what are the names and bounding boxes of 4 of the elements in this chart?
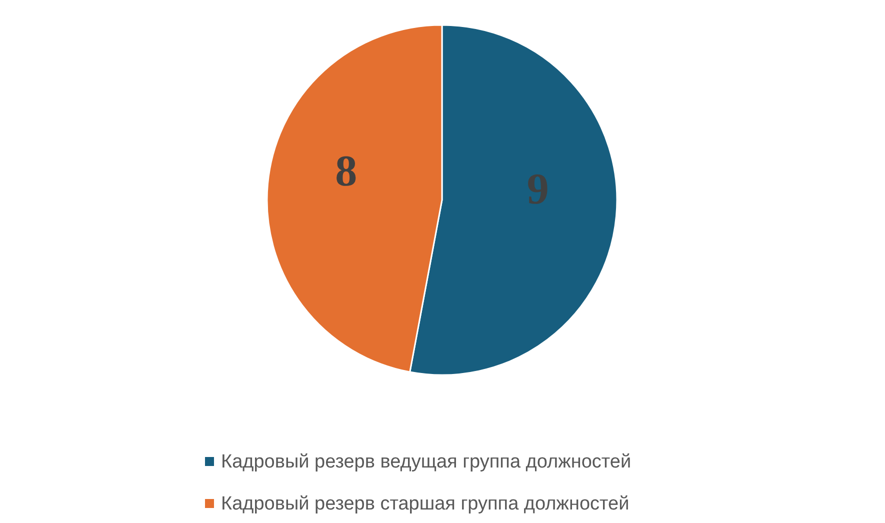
legend-label: Кадровый резерв ведущая группа должностей [221, 452, 632, 472]
data-label: 9 [526, 164, 549, 214]
data-label: 8 [335, 146, 358, 196]
legend-label: Кадровый резерв старшая группа должностей [221, 494, 630, 514]
